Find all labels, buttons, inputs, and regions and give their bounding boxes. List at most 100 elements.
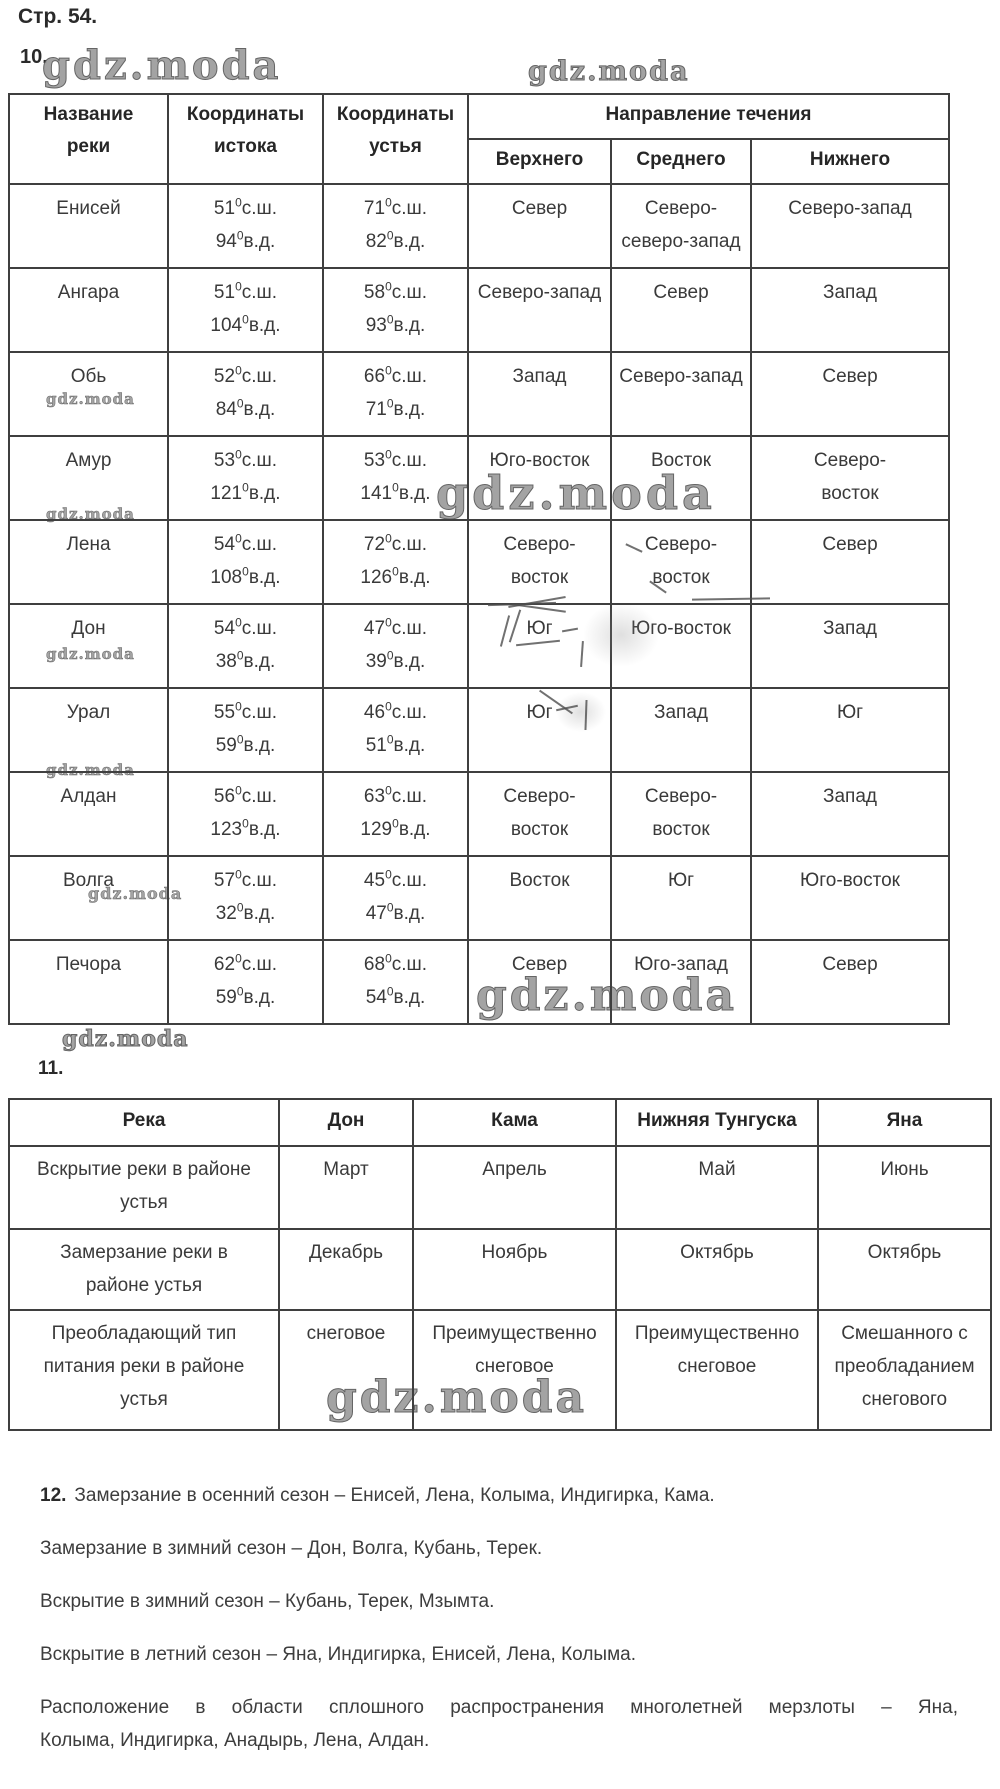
lon-value: 84	[215, 399, 237, 420]
source-coordinates: 530с.ш. 1210в.д.	[167, 435, 324, 521]
lon-unit: в.д.	[398, 483, 431, 504]
degree-superscript: 0	[235, 783, 242, 798]
lat-value: 63	[363, 786, 386, 807]
lat-value: 51	[213, 198, 236, 219]
degree-superscript: 0	[236, 732, 244, 747]
lon-value: 71	[365, 399, 387, 420]
lon-unit: в.д.	[248, 315, 281, 336]
direction-upper: Северо-запад	[467, 267, 612, 353]
direction-middle: Юг	[610, 855, 752, 941]
lat-unit: с.ш.	[391, 534, 428, 555]
degree-superscript: 0	[385, 867, 392, 882]
lon-unit: в.д.	[243, 903, 276, 924]
lat-value: 62	[213, 954, 236, 975]
degree-superscript: 0	[392, 564, 399, 579]
lon-unit: в.д.	[393, 735, 426, 756]
lon-unit: в.д.	[248, 819, 281, 840]
value-cell: Преимущественно снеговое	[615, 1309, 819, 1431]
lon-value: 82	[365, 231, 387, 252]
value-cell: Март	[278, 1145, 414, 1230]
direction-upper: Восток	[467, 855, 612, 941]
direction-upper: Юг	[467, 687, 612, 773]
degree-superscript: 0	[235, 867, 242, 882]
lat-unit: с.ш.	[391, 786, 428, 807]
lon-value: 93	[365, 315, 387, 336]
lat-unit: с.ш.	[241, 282, 278, 303]
value-cell: снеговое	[278, 1309, 414, 1431]
lon-value: 51	[365, 735, 387, 756]
source-coordinates: 510с.ш. 1040в.д.	[167, 267, 324, 353]
paragraph: 12. Замерзание в осенний сезон – Енисей, …	[40, 1479, 958, 1512]
answer-text: Колыма, Индигирка, Анадырь, Лена, Алдан.	[40, 1730, 430, 1751]
degree-superscript: 0	[235, 531, 242, 546]
degree-superscript: 0	[236, 228, 244, 243]
column-header-source-coordinates: Координаты истока	[167, 93, 324, 185]
source-coordinates: 540с.ш. 380в.д.	[167, 603, 324, 689]
degree-superscript: 0	[235, 363, 242, 378]
lon-unit: в.д.	[393, 399, 426, 420]
direction-upper: Северо- восток	[467, 771, 612, 857]
lat-value: 72	[363, 534, 386, 555]
lat-unit: с.ш.	[241, 534, 278, 555]
degree-superscript: 0	[385, 447, 392, 462]
lon-value: 39	[365, 651, 387, 672]
table-row: Урал 550с.ш. 590в.д. 460с.ш. 510в.д. Юг За…	[8, 687, 951, 773]
lat-unit: с.ш.	[241, 786, 278, 807]
river-name: Урал	[8, 687, 169, 773]
paragraph: Вскрытие в зимний сезон – Кубань, Терек,…	[40, 1585, 958, 1618]
lon-value: 141	[360, 483, 393, 504]
lat-value: 68	[363, 954, 386, 975]
degree-superscript: 0	[386, 648, 394, 663]
lat-unit: с.ш.	[241, 702, 278, 723]
lon-unit: в.д.	[243, 987, 276, 1008]
river-name: Печора	[8, 939, 169, 1025]
table-row: Дон 540с.ш. 380в.д. 470с.ш. 390в.д. Юг Юго…	[8, 603, 951, 689]
lat-value: 58	[363, 282, 386, 303]
source-coordinates: 620с.ш. 590в.д.	[167, 939, 324, 1025]
page-title: Стр. 54.	[18, 5, 98, 28]
column-header-yana: Яна	[817, 1098, 992, 1147]
question-12-label: 12.	[40, 1485, 67, 1506]
direction-lower: Север	[749, 351, 951, 437]
lon-value: 126	[360, 567, 393, 588]
direction-middle: Северо- восток	[610, 519, 752, 605]
direction-lower: Юг	[749, 687, 951, 773]
lat-value: 47	[363, 618, 386, 639]
lon-value: 129	[360, 819, 393, 840]
direction-lower: Северо-запад	[749, 183, 951, 269]
direction-middle: Север	[610, 267, 752, 353]
lon-unit: в.д.	[398, 819, 431, 840]
direction-lower: Запад	[749, 603, 951, 689]
mouth-coordinates: 660с.ш. 710в.д.	[322, 351, 469, 437]
mouth-coordinates: 580с.ш. 930в.д.	[322, 267, 469, 353]
degree-superscript: 0	[386, 228, 394, 243]
question-10-label: 10.	[20, 46, 48, 68]
degree-superscript: 0	[236, 900, 244, 915]
degree-superscript: 0	[385, 783, 392, 798]
degree-superscript: 0	[242, 564, 249, 579]
direction-middle: Юго-восток	[610, 603, 752, 689]
lat-value: 55	[213, 702, 236, 723]
river-name: Волга	[8, 855, 169, 941]
direction-lower: Север	[749, 939, 951, 1025]
direction-upper: Запад	[467, 351, 612, 437]
column-header-lower: Нижнего	[749, 138, 951, 185]
table-row: Обь 520с.ш. 840в.д. 660с.ш. 710в.д. Запад …	[8, 351, 951, 437]
lat-value: 54	[213, 618, 236, 639]
source-coordinates: 510с.ш. 940в.д.	[167, 183, 324, 269]
lat-value: 45	[363, 870, 386, 891]
table-row: Амур 530с.ш. 1210в.д. 530с.ш. 1410в.д. Юго…	[8, 435, 951, 521]
lat-unit: с.ш.	[241, 198, 278, 219]
column-header-river: Название реки	[8, 93, 169, 185]
direction-lower: Юго-восток	[749, 855, 951, 941]
table-row: Алдан 560с.ш. 1230в.д. 630с.ш. 1290в.д. Се…	[8, 771, 951, 857]
lat-unit: с.ш.	[241, 870, 278, 891]
lat-unit: с.ш.	[391, 450, 428, 471]
table-row: Лена 540с.ш. 1080в.д. 720с.ш. 1260в.д. Сев…	[8, 519, 951, 605]
column-header-nizhnyaya-tunguska: Нижняя Тунгуска	[615, 1098, 819, 1147]
lat-unit: с.ш.	[241, 366, 278, 387]
lon-value: 59	[215, 987, 237, 1008]
table-row: Енисей 510с.ш. 940в.д. 710с.ш. 820в.д. Сев…	[8, 183, 951, 269]
answer-text: Замерзание в осенний сезон – Енисей, Лен…	[74, 1485, 715, 1506]
